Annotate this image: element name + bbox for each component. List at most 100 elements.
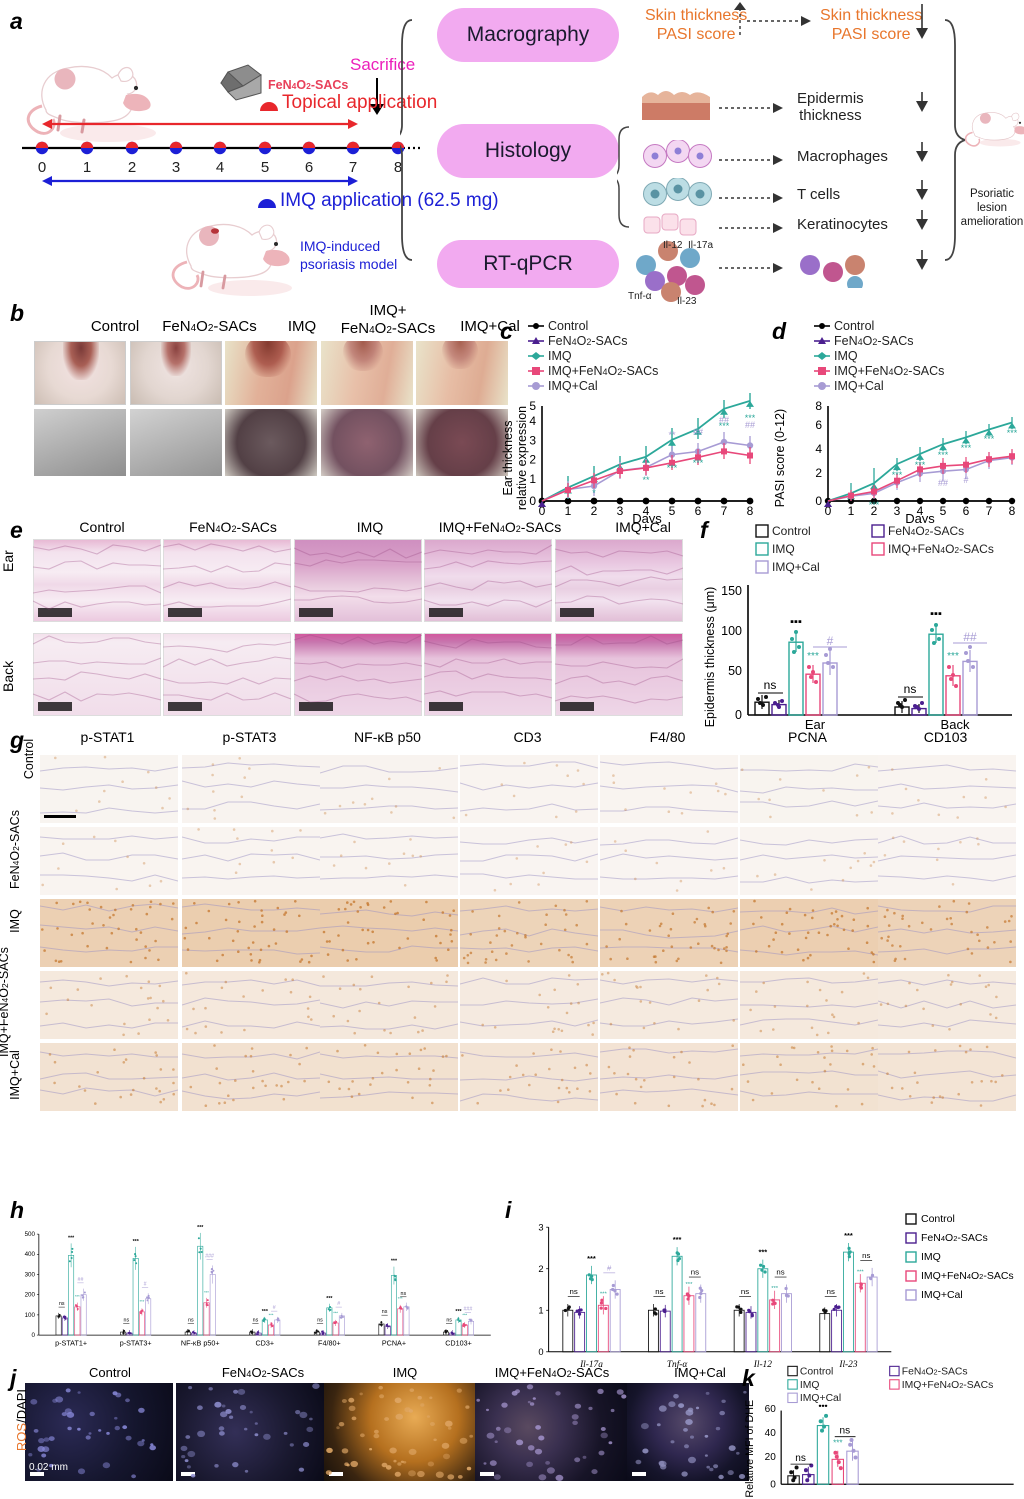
svg-text:1: 1 bbox=[529, 472, 536, 486]
svg-text:***: *** bbox=[1007, 428, 1018, 438]
svg-text:ns: ns bbox=[382, 1309, 388, 1315]
svg-text:Control: Control bbox=[548, 319, 588, 333]
svg-text:2: 2 bbox=[538, 1264, 543, 1274]
svg-text:3: 3 bbox=[172, 159, 180, 175]
svg-text:Epidermis thickness (μm): Epidermis thickness (μm) bbox=[703, 587, 717, 728]
svg-text:7: 7 bbox=[986, 504, 993, 518]
svg-text:IMQ: IMQ bbox=[800, 1380, 820, 1391]
svg-text:ns: ns bbox=[401, 1291, 407, 1297]
svg-text:***: *** bbox=[262, 1309, 269, 1315]
svg-text:***: *** bbox=[915, 460, 926, 470]
svg-text:***: *** bbox=[133, 1239, 140, 1245]
svg-text:0: 0 bbox=[815, 494, 822, 508]
svg-text:40: 40 bbox=[765, 1428, 777, 1439]
svg-text:100: 100 bbox=[721, 624, 742, 638]
svg-text:Control: Control bbox=[800, 1366, 833, 1377]
svg-text:CD3+: CD3+ bbox=[255, 1339, 274, 1348]
svg-text:#: # bbox=[827, 634, 834, 648]
svg-text:F4/80+: F4/80+ bbox=[318, 1339, 341, 1348]
svg-text:6: 6 bbox=[963, 504, 970, 518]
svg-text:IMQ: IMQ bbox=[772, 542, 795, 556]
svg-text:6: 6 bbox=[695, 504, 702, 518]
svg-text:***: *** bbox=[587, 1254, 596, 1263]
svg-text:***: *** bbox=[892, 470, 903, 480]
svg-text:▪▪▪: ▪▪▪ bbox=[790, 616, 802, 628]
svg-text:##: ## bbox=[745, 420, 755, 430]
svg-text:IMQ+FeN4O2-SACs: IMQ+FeN4O2-SACs bbox=[888, 542, 994, 556]
svg-text:Control: Control bbox=[834, 319, 874, 333]
svg-text:0: 0 bbox=[32, 1332, 36, 1339]
svg-text:150: 150 bbox=[721, 584, 742, 598]
svg-text:Control: Control bbox=[772, 524, 811, 538]
svg-text:CD103+: CD103+ bbox=[445, 1339, 472, 1348]
svg-text:***: *** bbox=[455, 1309, 462, 1315]
svg-text:▪▪▪: ▪▪▪ bbox=[930, 608, 942, 620]
svg-text:200: 200 bbox=[25, 1292, 36, 1299]
svg-text:8: 8 bbox=[747, 504, 754, 518]
svg-text:100: 100 bbox=[25, 1312, 36, 1319]
svg-text:4: 4 bbox=[529, 414, 536, 428]
svg-text:6: 6 bbox=[815, 418, 822, 432]
svg-text:ns: ns bbox=[570, 1287, 578, 1296]
svg-text:7: 7 bbox=[721, 504, 728, 518]
svg-text:0: 0 bbox=[538, 1347, 543, 1357]
svg-text:0: 0 bbox=[38, 159, 46, 175]
svg-text:***: *** bbox=[693, 458, 704, 468]
svg-text:0: 0 bbox=[735, 708, 742, 722]
svg-text:***: *** bbox=[771, 1286, 779, 1292]
svg-text:##: ## bbox=[938, 478, 948, 488]
svg-text:ns: ns bbox=[655, 1287, 663, 1296]
svg-text:2: 2 bbox=[591, 504, 598, 518]
svg-text:##: ## bbox=[78, 1277, 84, 1283]
svg-text:ns: ns bbox=[839, 1425, 850, 1436]
svg-text:***: *** bbox=[68, 1236, 75, 1242]
svg-text:Il-23: Il-23 bbox=[677, 296, 697, 307]
svg-text:FeN4O2-SACs: FeN4O2-SACs bbox=[902, 1366, 968, 1377]
svg-text:***: *** bbox=[600, 1291, 608, 1297]
svg-text:Relative MFI of DHE: Relative MFI of DHE bbox=[744, 1400, 756, 1498]
svg-text:***: *** bbox=[961, 443, 972, 453]
svg-text:#: # bbox=[337, 1301, 340, 1307]
svg-text:IMQ+FeN4O2-SACs: IMQ+FeN4O2-SACs bbox=[834, 364, 944, 378]
svg-text:***: *** bbox=[140, 1299, 145, 1304]
svg-text:1: 1 bbox=[83, 159, 91, 175]
svg-text:ns: ns bbox=[59, 1301, 65, 1307]
svg-text:**: ** bbox=[668, 430, 676, 440]
svg-text:5: 5 bbox=[529, 399, 536, 413]
svg-text:5: 5 bbox=[669, 504, 676, 518]
svg-text:1: 1 bbox=[565, 504, 572, 518]
svg-text:3: 3 bbox=[529, 433, 536, 447]
svg-text:3: 3 bbox=[894, 504, 901, 518]
svg-text:Tnf-α: Tnf-α bbox=[628, 291, 652, 302]
svg-text:IMQ+FeN4O2-SACs: IMQ+FeN4O2-SACs bbox=[548, 364, 658, 378]
svg-text:IMQ+Cal: IMQ+Cal bbox=[548, 379, 598, 393]
svg-text:***: *** bbox=[667, 463, 678, 473]
svg-text:3: 3 bbox=[538, 1222, 543, 1232]
svg-text:*: * bbox=[592, 488, 596, 498]
svg-text:***: *** bbox=[333, 1310, 338, 1315]
svg-text:#: # bbox=[963, 475, 968, 485]
svg-text:***: *** bbox=[857, 1269, 865, 1275]
svg-text:60: 60 bbox=[765, 1404, 777, 1415]
svg-text:2: 2 bbox=[529, 453, 536, 467]
svg-text:IMQ: IMQ bbox=[834, 349, 858, 363]
svg-text:***: *** bbox=[685, 1282, 693, 1288]
svg-text:ns: ns bbox=[317, 1317, 323, 1323]
svg-text:1: 1 bbox=[538, 1305, 543, 1315]
svg-text:ns: ns bbox=[446, 1317, 452, 1323]
svg-text:FeN4O2-SACs: FeN4O2-SACs bbox=[548, 334, 628, 348]
svg-text:ns: ns bbox=[904, 682, 917, 696]
svg-text:###: ### bbox=[205, 1254, 214, 1260]
svg-text:•••: ••• bbox=[818, 1401, 827, 1411]
svg-text:relative expression: relative expression bbox=[515, 406, 529, 510]
svg-text:IMQ+FeN4O2-SACs: IMQ+FeN4O2-SACs bbox=[902, 1380, 994, 1391]
svg-text:ns: ns bbox=[795, 1453, 806, 1464]
svg-text:***: *** bbox=[75, 1294, 80, 1299]
svg-text:ns: ns bbox=[188, 1317, 194, 1323]
svg-text:***: *** bbox=[462, 1312, 467, 1317]
svg-text:Il-17a: Il-17a bbox=[688, 240, 713, 251]
svg-text:#: # bbox=[607, 1263, 612, 1272]
svg-text:ns: ns bbox=[124, 1317, 130, 1323]
svg-text:***: *** bbox=[844, 1231, 853, 1240]
svg-text:***: *** bbox=[326, 1296, 333, 1302]
